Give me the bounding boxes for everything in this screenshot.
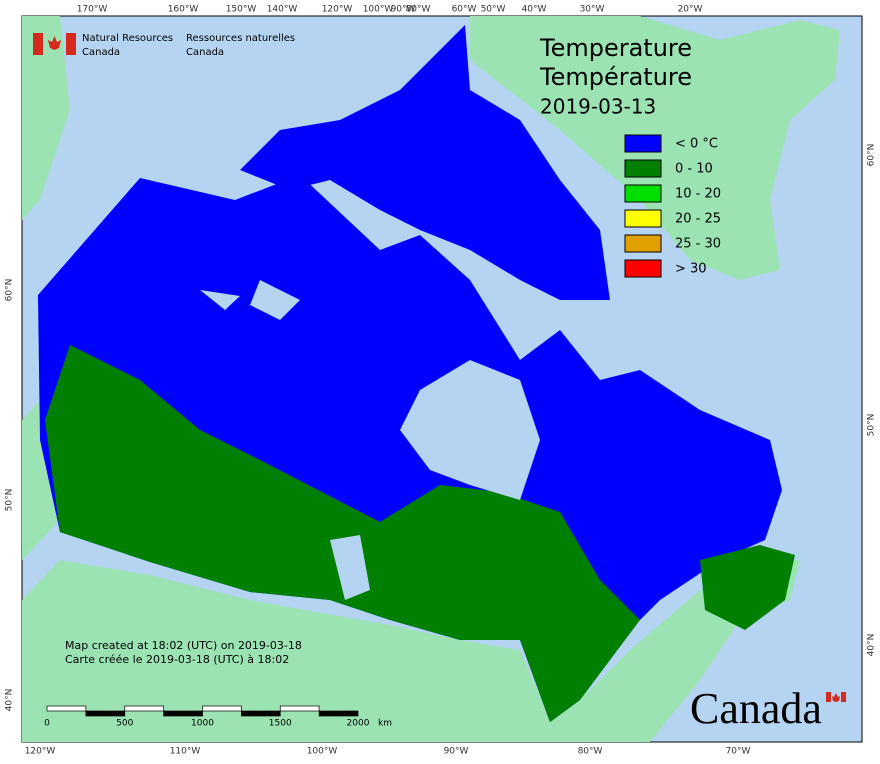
- scale-unit: km: [378, 719, 392, 729]
- canada-wordmark: Canada: [690, 684, 822, 733]
- lat-label: 60°N: [5, 279, 15, 302]
- logo: [33, 33, 846, 702]
- scale-label: 1500: [269, 719, 292, 729]
- scale-label: 1000: [191, 719, 214, 729]
- lat-label: 60°N: [867, 144, 877, 167]
- scale-segment: [163, 710, 203, 717]
- legend-label: 20 - 25: [675, 212, 721, 227]
- map-title: Temperature: [539, 34, 692, 62]
- lon-label: 20°W: [678, 5, 703, 15]
- canada-temperature: [38, 25, 795, 722]
- legend-swatch: [624, 159, 662, 178]
- lon-label: 120°W: [25, 747, 56, 757]
- legend-label: 0 - 10: [675, 162, 713, 177]
- legend-label: > 30: [675, 262, 707, 277]
- lon-label: 100°W: [307, 747, 338, 757]
- map-credit: Map created at 18:02 (UTC) on 2019-03-18: [65, 639, 302, 652]
- scale-label: 2000: [347, 719, 370, 729]
- scale-segment: [85, 710, 126, 717]
- lon-label: 60°W: [452, 5, 477, 15]
- agency-fr: Canada: [186, 47, 224, 58]
- lon-label: 140°W: [267, 5, 298, 15]
- scale-segment: [279, 705, 320, 712]
- legend-label: 10 - 20: [675, 187, 721, 202]
- scale-segment: [124, 705, 164, 712]
- lon-label: 30°W: [580, 5, 605, 15]
- scale-segment: [46, 705, 87, 712]
- lon-label: 90°W: [391, 5, 416, 15]
- lat-label: 50°N: [5, 489, 15, 512]
- lon-label: 100°W: [363, 5, 394, 15]
- scale-segment: [241, 710, 281, 717]
- lon-label: 160°W: [168, 5, 199, 15]
- legend-label: 25 - 30: [675, 237, 721, 252]
- scale-segment: [318, 710, 359, 717]
- lat-label: 40°N: [5, 689, 15, 712]
- agency-fr: Ressources naturelles: [186, 33, 295, 44]
- map-title: 2019-03-13: [540, 95, 656, 119]
- legend-swatch: [624, 134, 662, 153]
- legend-swatch: [624, 259, 662, 278]
- map-credit: Carte créée le 2019-03-18 (UTC) à 18:02: [65, 653, 289, 666]
- map-title: Température: [539, 63, 692, 91]
- agency-en: Natural Resources: [82, 33, 173, 44]
- lat-label: 50°N: [867, 414, 877, 437]
- lon-label: 80°W: [406, 5, 431, 15]
- legend-swatch: [624, 209, 662, 228]
- lon-label: 80°W: [578, 747, 603, 757]
- scale-label: 0: [44, 719, 50, 729]
- lat-label: 40°N: [867, 634, 877, 657]
- lon-label: 70°W: [726, 747, 751, 757]
- legend-swatch: [624, 234, 662, 253]
- lon-label: 170°W: [77, 5, 108, 15]
- lon-label: 40°W: [522, 5, 547, 15]
- lon-label: 150°W: [226, 5, 257, 15]
- legend-swatch: [624, 184, 662, 203]
- lon-label: 120°W: [322, 5, 353, 15]
- lon-label: 90°W: [444, 747, 469, 757]
- lon-label: 50°W: [481, 5, 506, 15]
- lon-label: 110°W: [170, 747, 201, 757]
- agency-en: Canada: [82, 47, 120, 58]
- scale-segment: [202, 705, 242, 712]
- legend-label: < 0 °C: [675, 137, 718, 152]
- scale-label: 500: [116, 719, 133, 729]
